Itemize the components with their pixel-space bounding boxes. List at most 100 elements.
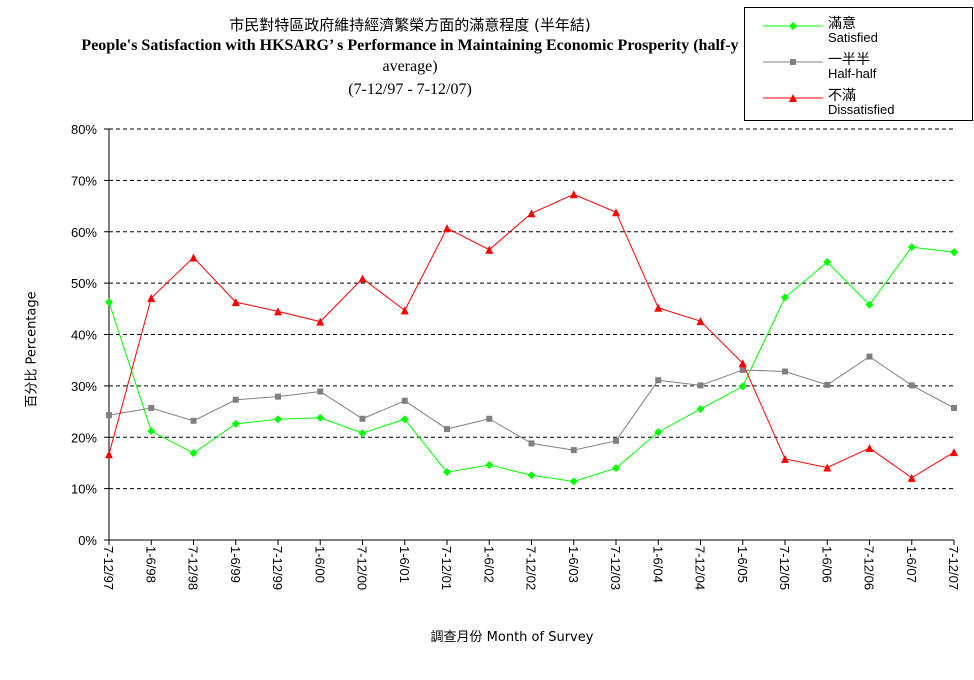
data-point-square	[655, 377, 662, 384]
x-tick-label: 7-12/03	[608, 546, 623, 590]
data-point-diamond	[527, 471, 536, 480]
gridlines	[109, 128, 954, 490]
data-point-diamond	[738, 382, 747, 391]
legend-item-satisfied: 滿意 Satisfied	[745, 10, 974, 46]
data-point-triangle	[274, 307, 282, 316]
data-point-diamond	[696, 404, 705, 413]
data-point-triangle	[316, 317, 325, 326]
x-tick-label: 7-12/99	[270, 546, 285, 590]
data-point-triangle	[823, 463, 832, 472]
y-tick-label: 50%	[71, 276, 97, 291]
x-tick-label: 7-12/04	[693, 546, 708, 590]
data-point-triangle	[485, 245, 494, 254]
x-tick-label: 7-12/00	[355, 546, 370, 590]
data-point-diamond	[823, 258, 832, 267]
title-chinese: 市民對特區政府維持經濟繁榮方面的滿意程度 (半年結)	[229, 16, 591, 34]
x-tick-label: 1-6/02	[481, 546, 496, 583]
x-tick-label: 7-12/98	[186, 546, 201, 590]
legend-marker-square-icon	[763, 59, 823, 65]
series-group	[105, 190, 958, 486]
data-point-square	[401, 397, 408, 404]
data-point-square	[486, 415, 493, 422]
data-point-triangle	[527, 209, 536, 218]
x-tick-label: 1-6/03	[566, 546, 581, 583]
data-point-triangle	[950, 448, 958, 457]
data-point-square	[528, 440, 535, 447]
title-period: (7-12/97 - 7-12/07)	[348, 81, 472, 98]
data-point-triangle	[696, 317, 705, 326]
x-tick-label: 1-6/05	[735, 546, 750, 583]
data-point-triangle	[400, 306, 409, 315]
data-point-triangle	[612, 208, 620, 217]
data-point-square	[275, 393, 281, 400]
legend-label-english: Half-half	[828, 66, 877, 81]
y-tick-label: 20%	[71, 430, 97, 445]
data-point-diamond	[950, 248, 958, 257]
legend-label-chinese: 滿意	[828, 16, 856, 32]
chart-title: 市民對特區政府維持經濟繁榮方面的滿意程度 (半年結) People's Sati…	[0, 14, 820, 102]
series-satisfied	[105, 243, 958, 486]
y-tick-label: 70%	[71, 173, 97, 188]
data-point-square	[697, 382, 704, 389]
legend-item-half-half: 一半半 Half-half	[745, 46, 974, 82]
data-point-square	[317, 388, 324, 395]
data-point-triangle	[569, 190, 578, 199]
data-point-square	[613, 437, 619, 444]
data-point-square	[782, 368, 788, 375]
data-point-diamond	[231, 419, 240, 428]
y-tick-label: 10%	[71, 482, 97, 497]
series-line	[108, 193, 955, 479]
data-point-square	[739, 366, 746, 373]
y-tick-label: 40%	[71, 328, 97, 343]
data-point-diamond	[485, 460, 494, 469]
data-point-diamond	[781, 293, 789, 302]
data-point-diamond	[865, 300, 874, 309]
data-point-diamond	[147, 427, 156, 436]
data-point-diamond	[443, 468, 451, 477]
data-point-triangle	[781, 454, 789, 463]
data-point-square	[148, 404, 155, 411]
x-tick-label: 1-6/00	[312, 546, 327, 583]
legend-marker-diamond-icon	[763, 22, 823, 30]
data-point-diamond	[189, 449, 198, 458]
data-point-square	[824, 381, 831, 388]
y-tick-label: 0%	[78, 533, 97, 548]
data-point-diamond	[907, 243, 916, 252]
data-point-square	[908, 382, 915, 389]
data-point-diamond	[654, 428, 663, 437]
data-point-triangle	[907, 473, 916, 482]
data-point-square	[951, 404, 957, 411]
y-tick-label: 60%	[71, 225, 97, 240]
data-point-diamond	[569, 477, 578, 486]
data-point-triangle	[147, 294, 156, 303]
x-tick-label: 7-12/07	[946, 546, 961, 590]
data-point-square	[359, 415, 366, 422]
series-line	[108, 355, 955, 451]
legend-label-chinese: 一半半	[828, 52, 870, 68]
x-tick-label: 7-12/06	[862, 546, 877, 590]
title-english: People's Satisfaction with HKSARG’ s Per…	[81, 37, 739, 54]
axes: 0% 10% 20% 30% 40% 50% 60% 70% 80% 7-12/97 1-6/98 7…	[71, 122, 961, 590]
data-point-diamond	[316, 413, 325, 422]
data-point-triangle	[231, 298, 240, 307]
y-axis-label: 百分比 Percentage	[24, 291, 40, 408]
data-point-triangle	[738, 359, 747, 368]
x-tick-label: 1-6/99	[228, 546, 243, 583]
legend-marker-triangle-icon	[763, 94, 823, 102]
legend-label-chinese: 不滿	[828, 88, 856, 104]
legend-label-english: Dissatisfied	[828, 102, 895, 117]
data-point-square	[190, 417, 197, 424]
legend-item-dissatisfied: 不滿 Dissatisfied	[745, 82, 974, 118]
data-point-triangle	[105, 450, 113, 459]
data-point-triangle	[654, 303, 663, 312]
x-tick-label: 7-12/02	[524, 546, 539, 590]
data-point-diamond	[400, 415, 409, 424]
data-point-triangle	[189, 253, 198, 262]
x-tick-label: 7-12/01	[439, 546, 454, 590]
x-tick-label: 1-6/98	[143, 546, 158, 583]
data-point-square	[444, 426, 450, 433]
legend-label-english: Satisfied	[828, 30, 878, 45]
x-tick-label: 1-6/06	[819, 546, 834, 583]
data-point-square	[232, 396, 239, 403]
chart-legend: 滿意 Satisfied 一半半 Half-half 不滿 Dissatisfi…	[744, 7, 973, 121]
